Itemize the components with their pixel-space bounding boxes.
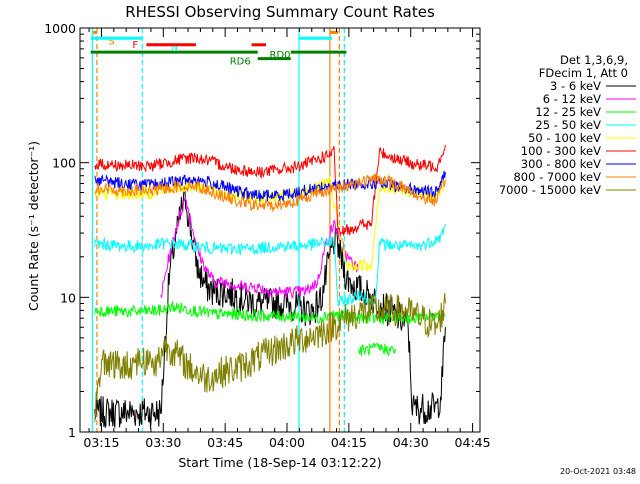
legend-label-6: 300 - 800 keV <box>521 157 601 171</box>
legend-label-2: 12 - 25 keV <box>535 105 601 119</box>
x-tick-label-0: 03:15 <box>83 435 119 450</box>
legend-header-0: Det 1,3,6,9, <box>560 53 628 67</box>
series-25-50-kev <box>94 223 446 308</box>
state-bar-label-1: N <box>171 42 178 53</box>
legend-label-8: 7000 - 15000 keV <box>499 183 601 197</box>
legend-label-0: 3 - 6 keV <box>550 79 601 93</box>
y-tick-label-1: 10 <box>60 290 76 305</box>
series-7000-15000-kev <box>94 293 446 422</box>
chart-title: RHESSI Observing Summary Count Rates <box>125 3 435 21</box>
series-800-7000-kev <box>94 173 446 212</box>
series-100-300-kev <box>94 145 446 236</box>
state-bars: S N F RD0 RD6 <box>90 30 347 68</box>
series-300-800-kev <box>94 170 446 203</box>
legend-label-5: 100 - 300 keV <box>521 144 601 158</box>
legend-label-1: 6 - 12 keV <box>543 92 601 106</box>
y-tick-label-0: 1 <box>68 425 76 440</box>
x-tick-label-4: 04:15 <box>331 435 367 450</box>
series-12-25-kev <box>94 300 446 357</box>
legend-label-3: 25 - 50 keV <box>535 118 601 132</box>
series-line-6 <box>94 170 446 203</box>
x-tick-label-6: 04:45 <box>455 435 491 450</box>
y-tick-label-2: 100 <box>52 156 76 171</box>
state-bar-label-0: S <box>108 36 114 47</box>
series-line-3 <box>94 223 446 308</box>
series-line-2 <box>94 300 446 357</box>
x-axis-label: Start Time (18-Sep-14 03:12:22) <box>178 455 381 470</box>
legend-label-7: 800 - 7000 keV <box>513 170 601 184</box>
state-bar-label-2: F <box>132 40 138 51</box>
x-tick-label-1: 03:30 <box>145 435 181 450</box>
y-axis-label: Count Rate (s⁻¹ detector⁻¹) <box>26 141 41 311</box>
x-tick-label-2: 03:45 <box>207 435 243 450</box>
series-line-8 <box>94 293 446 422</box>
plot-area: S N F RD0 RD6 <box>90 28 446 432</box>
series-line-5 <box>94 145 446 236</box>
y-tick-label-3: 1000 <box>44 21 76 36</box>
x-tick-label-3: 04:00 <box>269 435 305 450</box>
legend-header-1: FDecim 1, Att 0 <box>539 66 628 80</box>
x-tick-label-5: 04:30 <box>393 435 429 450</box>
state-bar-label-5: RD6 <box>230 57 251 68</box>
plot-border <box>79 27 481 433</box>
state-bar-label-3: RD0 <box>270 50 291 61</box>
series-line-7 <box>94 173 446 212</box>
plot-frame: 03:15 03:30 03:45 04:00 04:15 04:30 04:45 1 10 10… <box>44 21 490 450</box>
legend-label-4: 50 - 100 keV <box>528 131 601 145</box>
footer-date: 20-Oct-2021 03:48 <box>560 467 636 476</box>
